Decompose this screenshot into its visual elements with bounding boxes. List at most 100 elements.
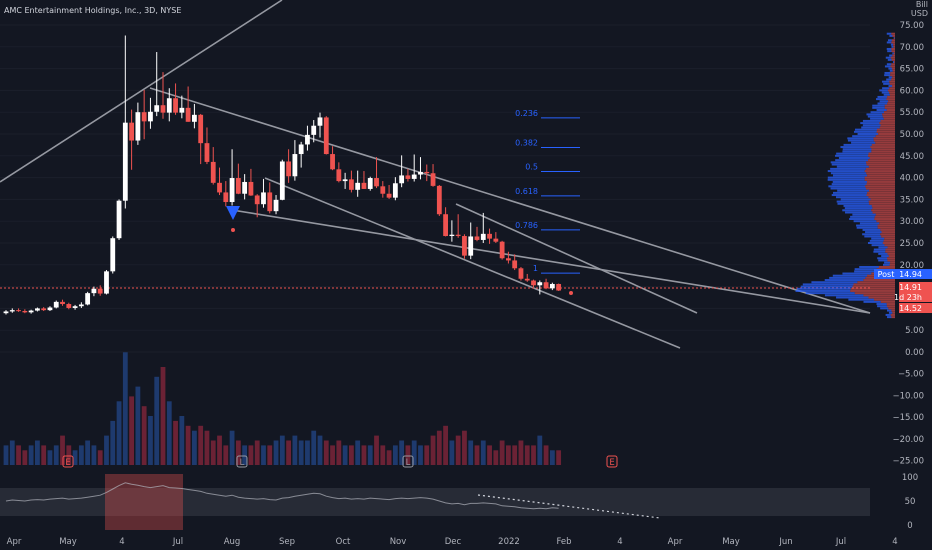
volume-bar xyxy=(47,450,53,465)
time-tick-label: Apr xyxy=(7,537,22,547)
time-tick-label: May xyxy=(722,537,740,547)
volume-bar xyxy=(173,420,178,465)
buy-signal-icon xyxy=(226,206,240,220)
profile-bar-up xyxy=(802,283,854,286)
volume-bar xyxy=(192,430,197,465)
volume-bar xyxy=(524,445,530,465)
profile-bar-down xyxy=(892,311,895,314)
profile-bar-down xyxy=(866,180,895,183)
descending-line xyxy=(455,203,698,314)
uptrend-line xyxy=(0,0,283,183)
profile-bar-up xyxy=(876,303,887,306)
profile-bar-down xyxy=(883,117,895,120)
price-tick-label: 55.00 xyxy=(900,108,924,118)
profile-bar-up xyxy=(878,246,888,249)
volume-bar xyxy=(386,450,392,465)
price-tag-box xyxy=(899,282,932,292)
profile-bar-down xyxy=(884,106,895,109)
candle-body xyxy=(355,182,361,190)
candle-body xyxy=(380,186,386,194)
candle-body xyxy=(286,161,291,177)
profile-bar-down xyxy=(890,313,895,316)
profile-bar-down xyxy=(888,307,895,310)
candle-body xyxy=(85,293,91,305)
signal-dot xyxy=(569,291,573,295)
candle-body xyxy=(60,301,65,305)
currency-code: USD xyxy=(910,9,928,18)
price-tag-value: 14.94 xyxy=(899,270,922,279)
profile-bar-down xyxy=(879,222,895,225)
event-marker xyxy=(606,455,618,468)
candle-body xyxy=(192,114,197,122)
profile-bar-down xyxy=(871,143,895,146)
profile-bar-up xyxy=(831,194,867,197)
profile-bar-down xyxy=(863,294,895,297)
profile-bar-down xyxy=(857,281,895,284)
volume-bar xyxy=(154,376,160,465)
profile-bar-up xyxy=(888,85,893,88)
candle-body xyxy=(217,182,222,193)
volume-bar xyxy=(512,445,518,465)
profile-bar-down xyxy=(882,115,895,118)
profile-bar-up xyxy=(889,69,893,72)
candle-body xyxy=(9,310,15,312)
candle-body xyxy=(185,107,191,122)
volume-bar xyxy=(279,435,285,465)
volume-bar xyxy=(543,445,549,465)
candle-body xyxy=(16,310,21,312)
candle-body xyxy=(148,111,153,122)
candle-body xyxy=(72,306,78,308)
volume-bar xyxy=(217,435,222,465)
candle-body xyxy=(198,114,204,144)
profile-bar-down xyxy=(875,141,895,144)
profile-bar-down xyxy=(891,50,895,53)
profile-bar-down xyxy=(888,100,895,103)
price-tick-label: 65.00 xyxy=(900,65,924,75)
profile-bar-down xyxy=(892,85,895,88)
profile-bar-down xyxy=(868,159,895,162)
profile-bar-down xyxy=(874,215,895,218)
profile-bar-up xyxy=(887,58,892,61)
profile-bar-down xyxy=(881,231,895,234)
profile-bar-down xyxy=(870,146,895,149)
profile-bar-down xyxy=(887,102,895,105)
profile-bar-down xyxy=(880,119,895,122)
profile-bar-up xyxy=(827,178,865,181)
profile-bar-up xyxy=(860,122,880,125)
post-label: Post xyxy=(878,270,895,279)
profile-bar-up xyxy=(836,152,869,155)
profile-bar-down xyxy=(878,265,895,268)
volume-bar xyxy=(499,440,505,465)
volume-bar xyxy=(430,435,436,465)
volume-bar xyxy=(317,435,323,465)
profile-bar-up xyxy=(865,231,882,234)
profile-bar-up xyxy=(827,176,865,179)
candle-body xyxy=(173,98,178,113)
volume-bar xyxy=(229,430,235,465)
volume-bar xyxy=(22,450,28,465)
profile-bar-up xyxy=(879,89,888,92)
profile-bar-down xyxy=(873,137,895,140)
candle-body xyxy=(248,181,254,196)
candle-body xyxy=(235,178,241,194)
candle-body xyxy=(455,234,461,237)
candle-body xyxy=(518,268,524,279)
profile-bar-down xyxy=(888,255,895,258)
candle-body xyxy=(53,301,59,308)
profile-bar-up xyxy=(861,126,880,129)
volume-bar xyxy=(361,445,367,465)
price-tick-label: 0.00 xyxy=(905,348,924,358)
profile-bar-up xyxy=(827,170,865,173)
profile-bar-up xyxy=(892,61,895,64)
profile-bar-down xyxy=(850,287,895,290)
profile-bar-up xyxy=(871,244,885,247)
post-label-box xyxy=(874,269,899,279)
profile-bar-down xyxy=(891,316,895,319)
volume-bar xyxy=(235,440,241,465)
candle-body xyxy=(47,307,53,311)
profile-bar-up xyxy=(886,47,892,50)
volume-bar xyxy=(223,445,229,465)
profile-bar-up xyxy=(836,296,869,299)
profile-bar-down xyxy=(864,178,895,181)
